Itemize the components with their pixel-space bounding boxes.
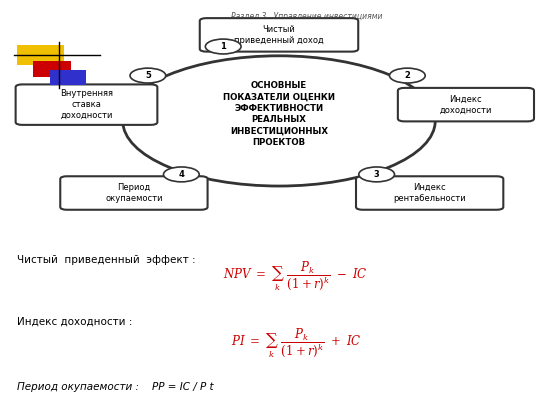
Text: Внутренняя
ставка
доходности: Внутренняя ставка доходности: [60, 89, 113, 120]
Circle shape: [359, 167, 395, 182]
Bar: [17, 45, 64, 65]
Text: $NPV\ =\ \sum_{k}\ \dfrac{P_k}{(1+r)^k}\ -\ IC$: $NPV\ =\ \sum_{k}\ \dfrac{P_k}{(1+r)^k}\…: [223, 259, 368, 292]
FancyBboxPatch shape: [356, 176, 503, 210]
Text: 1: 1: [220, 42, 226, 51]
Circle shape: [130, 68, 166, 83]
Text: Индекс
доходности: Индекс доходности: [440, 95, 492, 115]
Text: Период окупаемости :    PP = IC / P t: Период окупаемости : PP = IC / P t: [17, 382, 213, 392]
Text: $PI\ =\ \sum_{k}\ \dfrac{P_k}{(1+r)^k}\ +\ IC$: $PI\ =\ \sum_{k}\ \dfrac{P_k}{(1+r)^k}\ …: [230, 326, 361, 359]
Text: Раздел 3.  Управление инвестициями: Раздел 3. Управление инвестициями: [231, 12, 383, 21]
Text: 4: 4: [179, 170, 184, 179]
Bar: [50, 70, 86, 85]
FancyBboxPatch shape: [200, 18, 358, 52]
Text: Чистый
приведенный доход: Чистый приведенный доход: [234, 25, 324, 45]
Text: Индекс
рентабельности: Индекс рентабельности: [393, 183, 466, 203]
FancyBboxPatch shape: [16, 84, 157, 125]
Circle shape: [163, 167, 199, 182]
Circle shape: [389, 68, 425, 83]
Text: Чистый  приведенный  эффект :: Чистый приведенный эффект :: [17, 255, 195, 265]
Text: ОСНОВНЫЕ
ПОКАЗАТЕЛИ ОЦЕНКИ
ЭФФЕКТИВНОСТИ
РЕАЛЬНЫХ
ИНВЕСТИЦИОННЫХ
ПРОЕКТОВ: ОСНОВНЫЕ ПОКАЗАТЕЛИ ОЦЕНКИ ЭФФЕКТИВНОСТИ…: [223, 81, 335, 147]
FancyBboxPatch shape: [398, 88, 534, 122]
Circle shape: [205, 39, 241, 54]
Text: Период
окупаемости: Период окупаемости: [105, 183, 163, 203]
FancyBboxPatch shape: [60, 176, 208, 210]
Bar: [33, 61, 71, 77]
Text: 3: 3: [374, 170, 379, 179]
Text: 5: 5: [145, 71, 151, 80]
Text: Индекс доходности :: Индекс доходности :: [17, 316, 132, 326]
Text: 2: 2: [405, 71, 410, 80]
